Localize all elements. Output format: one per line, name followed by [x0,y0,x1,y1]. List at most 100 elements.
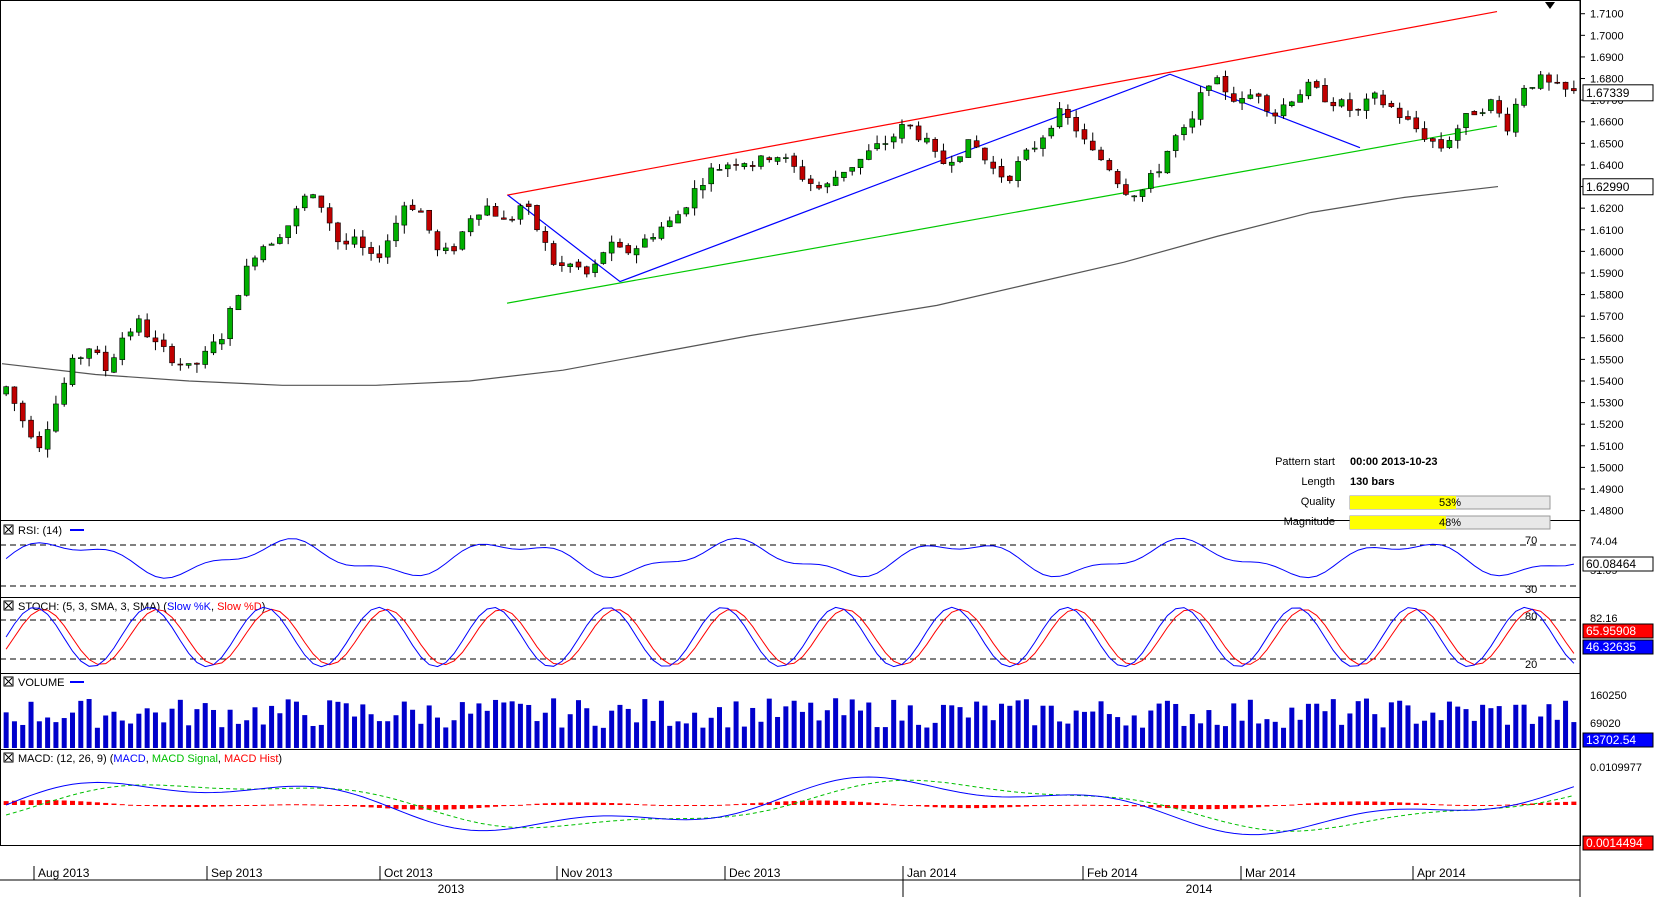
candle-body [766,157,773,161]
volume-bar [1546,704,1552,748]
stoch-scale-top: 82.16 [1590,613,1618,625]
volume-bar [849,699,855,748]
macd-hist-bar [858,801,864,805]
volume-bar [484,710,490,748]
year-label: 2013 [438,882,465,896]
volume-bar [634,722,640,748]
volume-bar [385,721,391,748]
macd-hist-bar [650,804,656,806]
volume-close-icon[interactable] [4,677,13,686]
macd-hist-bar [1173,805,1179,809]
candle-body [476,214,482,220]
candle-body [1206,85,1212,91]
candle-body [28,419,34,438]
candle-body [11,386,18,404]
volume-bar [667,725,673,748]
macd-hist-bar [103,802,109,805]
candle-body [78,357,84,359]
volume-bar [1314,703,1320,748]
pattern-info: Pattern start 00:00 2013-10-23 Length 13… [1275,456,1551,530]
macd-hist-bar [1571,801,1577,805]
macd-hist-bar [36,800,42,805]
candle-body [865,150,872,160]
volume-bar [277,713,283,748]
macd-suffix: ) [278,753,282,765]
macd-hist-bar [974,805,980,809]
candle-body [749,165,756,167]
candle-body [675,214,681,224]
macd-hist-bar [675,805,681,806]
candle-body [857,158,864,168]
candle-body [525,203,532,207]
candle-body [1313,81,1320,88]
volume-bar [766,698,772,748]
volume-bar [1123,725,1129,748]
rsi-close-icon[interactable] [4,525,13,534]
stoch-close-icon[interactable] [4,601,13,610]
candle-body [326,207,333,224]
volume-bar [1521,704,1527,748]
volume-bar [1488,708,1494,748]
volume-bar [443,727,449,748]
candle-body [136,318,142,333]
volume-bar [1090,711,1096,748]
candle-body [152,337,159,343]
macd-hist-bar [551,802,557,805]
macd-hist-bar [1181,805,1187,809]
macd-hist-bar [833,800,839,805]
macd-hist-bar [667,805,673,806]
candle-body [160,339,167,347]
macd-hist-bar [758,802,764,805]
price-tick-label: 1.5400 [1590,376,1624,388]
volume-bar [426,705,432,748]
candle-body [783,157,789,159]
macd-hist-bar [849,801,855,805]
macd-hist-bar [1156,805,1162,808]
candle-body [185,363,192,366]
price-tick-label: 1.5800 [1590,290,1624,302]
volume-bar [401,701,407,748]
volume-bar [1372,714,1378,748]
month-label: Nov 2013 [561,866,613,880]
candle-body [318,195,325,208]
price-tick-label: 1.5200 [1590,419,1624,431]
volume-bar [1430,712,1436,748]
price-tick-label: 1.6100 [1590,225,1624,237]
macd-hist-bar [1032,805,1038,807]
candle-body [534,205,540,231]
macd-hist-bar [393,805,399,809]
candle-body [235,295,242,311]
quality-value: 53% [1439,497,1461,509]
candle-body [1247,94,1254,99]
macd-hist-bar [1040,805,1046,806]
volume-bar [1048,705,1054,748]
rsi-level-70-label: 70 [1525,535,1537,547]
macd-hist-bar [1363,801,1369,805]
macd-hist-bar [86,801,92,805]
macd-hist-bar [791,800,797,805]
macd-hist-bar [1438,804,1444,806]
candle-body [1405,116,1411,120]
volume-bar [700,727,706,748]
macd-hist-bar [534,803,540,805]
volume-bar [318,724,324,748]
candle-body [1546,74,1552,83]
macd-hist-bar [1480,805,1486,806]
macd-hist-bar [119,804,125,806]
candle-body [559,262,565,267]
candle-body [1264,95,1270,112]
macd-close-icon[interactable] [4,753,13,762]
candle-body [1056,108,1063,128]
candle-body [1297,94,1303,103]
volume-bar [352,716,358,748]
price-tick-label: 1.5000 [1590,462,1624,474]
volume-bar [866,702,872,748]
candle-body [1280,104,1287,117]
macd-label: MACD: (12, 26, 9) (MACD, MACD Signal, MA… [18,753,282,765]
candle-body [575,261,582,268]
volume-bar [1563,700,1569,748]
macd-hist-bar [476,805,482,808]
scroll-marker-icon[interactable] [1545,2,1555,9]
candle-body [1347,99,1353,111]
